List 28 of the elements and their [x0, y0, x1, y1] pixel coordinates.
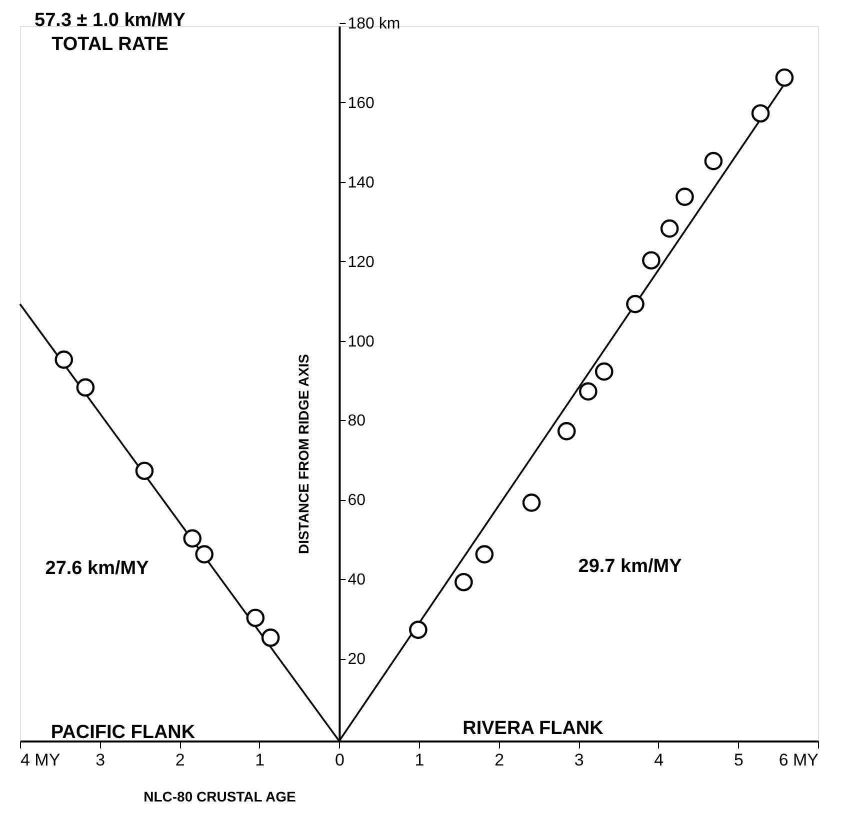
- annotation: RIVERA FLANK: [462, 718, 604, 739]
- y-tick-label: 100: [348, 333, 374, 350]
- x-tick-label: 2: [175, 750, 185, 770]
- y-tick-label: 40: [348, 572, 366, 589]
- y-tick-label: 120: [348, 254, 374, 271]
- text: TOTAL RATE: [52, 34, 168, 55]
- y-tick-label: 160: [348, 94, 374, 112]
- x-tick-label: 1: [255, 750, 265, 770]
- y-tick-label: 180 km: [348, 16, 400, 32]
- x-tick-label: 4 MY: [20, 750, 60, 770]
- y-tick-label: 20: [348, 651, 366, 668]
- x-tick-label: 2: [494, 750, 504, 770]
- annotation: PACIFIC FLANK: [50, 722, 196, 743]
- y-tick-label: 140: [348, 174, 374, 192]
- x-tick-label: 3: [574, 750, 584, 770]
- y-tick-label: 60: [348, 492, 366, 510]
- x-tick-label: 4: [654, 750, 664, 770]
- chart-title: 57.3 ± 1.0 km/MY: [34, 10, 186, 31]
- annotation: 29.7 km/MY: [578, 556, 682, 577]
- y-axis-title: DISTANCE FROM RIDGE AXIS: [296, 354, 312, 554]
- x-axis-title: NLC-80 CRUSTAL AGE: [144, 788, 296, 804]
- x-tick-label: 6 MY: [778, 750, 818, 770]
- x-tick-label: 0: [334, 750, 344, 770]
- x-tick-label: 3: [96, 750, 106, 770]
- x-tick-label: 5: [734, 750, 744, 770]
- annotation: 27.6 km/MY: [45, 558, 150, 579]
- x-tick-label: 1: [414, 750, 424, 770]
- y-tick-label: 80: [348, 412, 366, 430]
